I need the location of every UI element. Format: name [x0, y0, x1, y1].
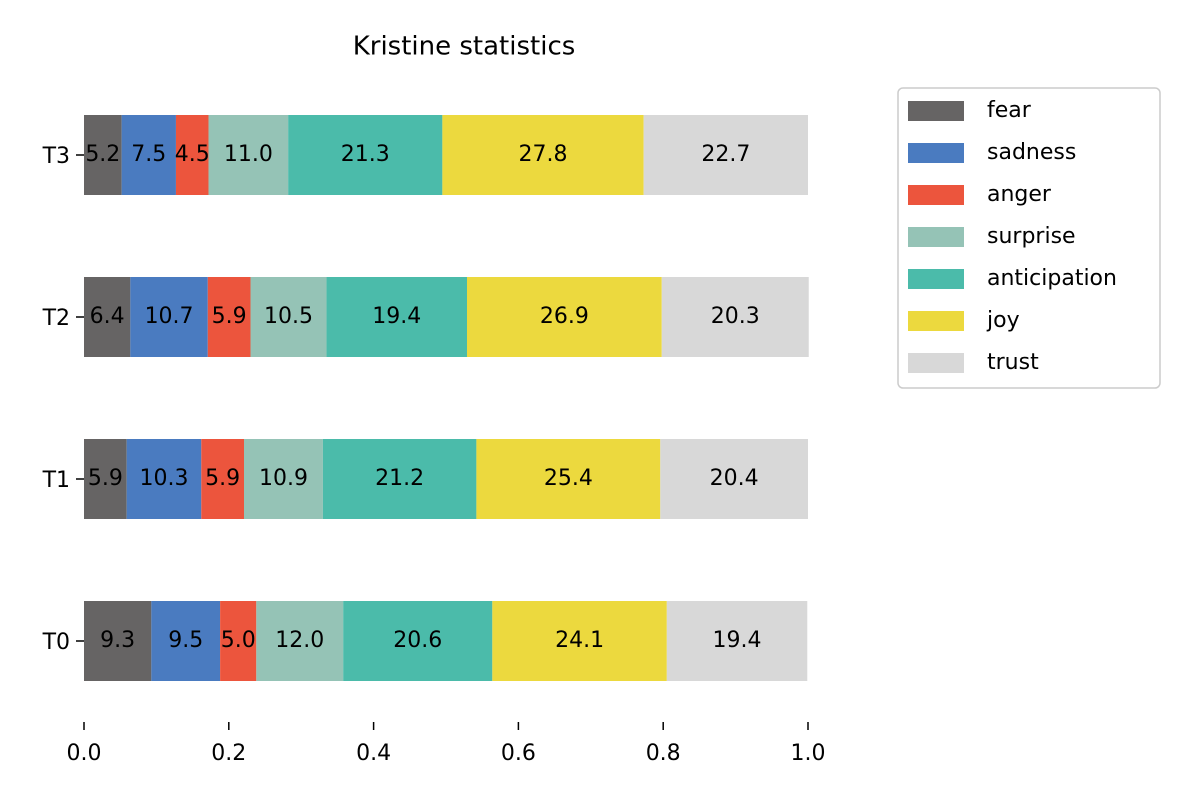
data-label: 10.3 [140, 466, 189, 491]
data-label: 11.0 [224, 142, 273, 167]
legend-label: anticipation [987, 266, 1117, 291]
data-label: 25.4 [544, 466, 593, 491]
data-label: 5.9 [212, 304, 247, 329]
data-label: 9.5 [168, 628, 203, 653]
legend-swatch [908, 353, 964, 373]
bar-segment [151, 601, 221, 681]
data-label: 5.2 [85, 142, 120, 167]
data-label: 10.7 [145, 304, 194, 329]
bar-segment [84, 115, 122, 195]
bar-segment [343, 601, 493, 681]
data-label: 5.9 [205, 466, 240, 491]
y-tick-label: T0 [42, 630, 70, 655]
bar-segment [207, 277, 251, 357]
x-tick-label: 0.4 [356, 741, 391, 766]
bar-segment [244, 439, 323, 519]
bar-segment [660, 439, 808, 519]
x-tick-label: 0.0 [67, 741, 102, 766]
data-label: 20.3 [711, 304, 760, 329]
legend-swatch [908, 311, 964, 331]
data-label: 12.0 [275, 628, 324, 653]
bar-segment [326, 277, 467, 357]
data-label: 27.8 [519, 142, 568, 167]
bar-segment [130, 277, 208, 357]
data-label: 19.4 [713, 628, 762, 653]
data-label: 24.1 [555, 628, 604, 653]
bar-segment [250, 277, 327, 357]
data-label: 5.9 [88, 466, 123, 491]
data-label: 22.7 [701, 142, 750, 167]
data-label: 10.9 [259, 466, 308, 491]
bar-segment [121, 115, 176, 195]
bar-segment [201, 439, 245, 519]
y-tick-label: T3 [42, 144, 70, 169]
bar-segment [492, 601, 667, 681]
data-label: 21.2 [375, 466, 424, 491]
legend-swatch [908, 269, 964, 289]
legend-swatch [908, 101, 964, 121]
legend-label: fear [987, 98, 1032, 123]
bar-segment [442, 115, 644, 195]
bar-segment [256, 601, 344, 681]
bar-segment [322, 439, 477, 519]
bar-segment [466, 277, 662, 357]
bar-segment [126, 439, 202, 519]
bar-segment [220, 601, 257, 681]
bar-segment [288, 115, 443, 195]
bar-segment [84, 277, 131, 357]
data-label: 20.6 [393, 628, 442, 653]
data-label: 19.4 [372, 304, 421, 329]
legend-label: joy [986, 308, 1020, 333]
y-tick-label: T1 [42, 468, 70, 493]
x-tick-label: 1.0 [791, 741, 826, 766]
bar-segment [84, 439, 127, 519]
bar-segment [666, 601, 808, 681]
data-label: 5.0 [221, 628, 256, 653]
data-label: 9.3 [100, 628, 135, 653]
data-label: 26.9 [540, 304, 589, 329]
legend-swatch [908, 185, 964, 205]
bar-segment [476, 439, 661, 519]
legend-label: trust [987, 350, 1039, 375]
data-label: 10.5 [264, 304, 313, 329]
data-label: 21.3 [341, 142, 390, 167]
legend-label: sadness [987, 140, 1076, 165]
data-label: 7.5 [131, 142, 166, 167]
bar-segment [661, 277, 809, 357]
chart-title: Kristine statistics [353, 32, 576, 62]
legend-swatch [908, 227, 964, 247]
x-tick-label: 0.8 [646, 741, 681, 766]
data-label: 20.4 [710, 466, 759, 491]
bar-segment [643, 115, 808, 195]
y-tick-label: T2 [42, 306, 70, 331]
data-label: 6.4 [90, 304, 125, 329]
bar-segment [84, 601, 152, 681]
bar-segment [175, 115, 209, 195]
data-label: 4.5 [175, 142, 210, 167]
legend-label: surprise [987, 224, 1076, 249]
bar-segment [208, 115, 289, 195]
legend-label: anger [987, 182, 1052, 207]
legend-swatch [908, 143, 964, 163]
x-tick-label: 0.2 [211, 741, 246, 766]
x-tick-label: 0.6 [501, 741, 536, 766]
